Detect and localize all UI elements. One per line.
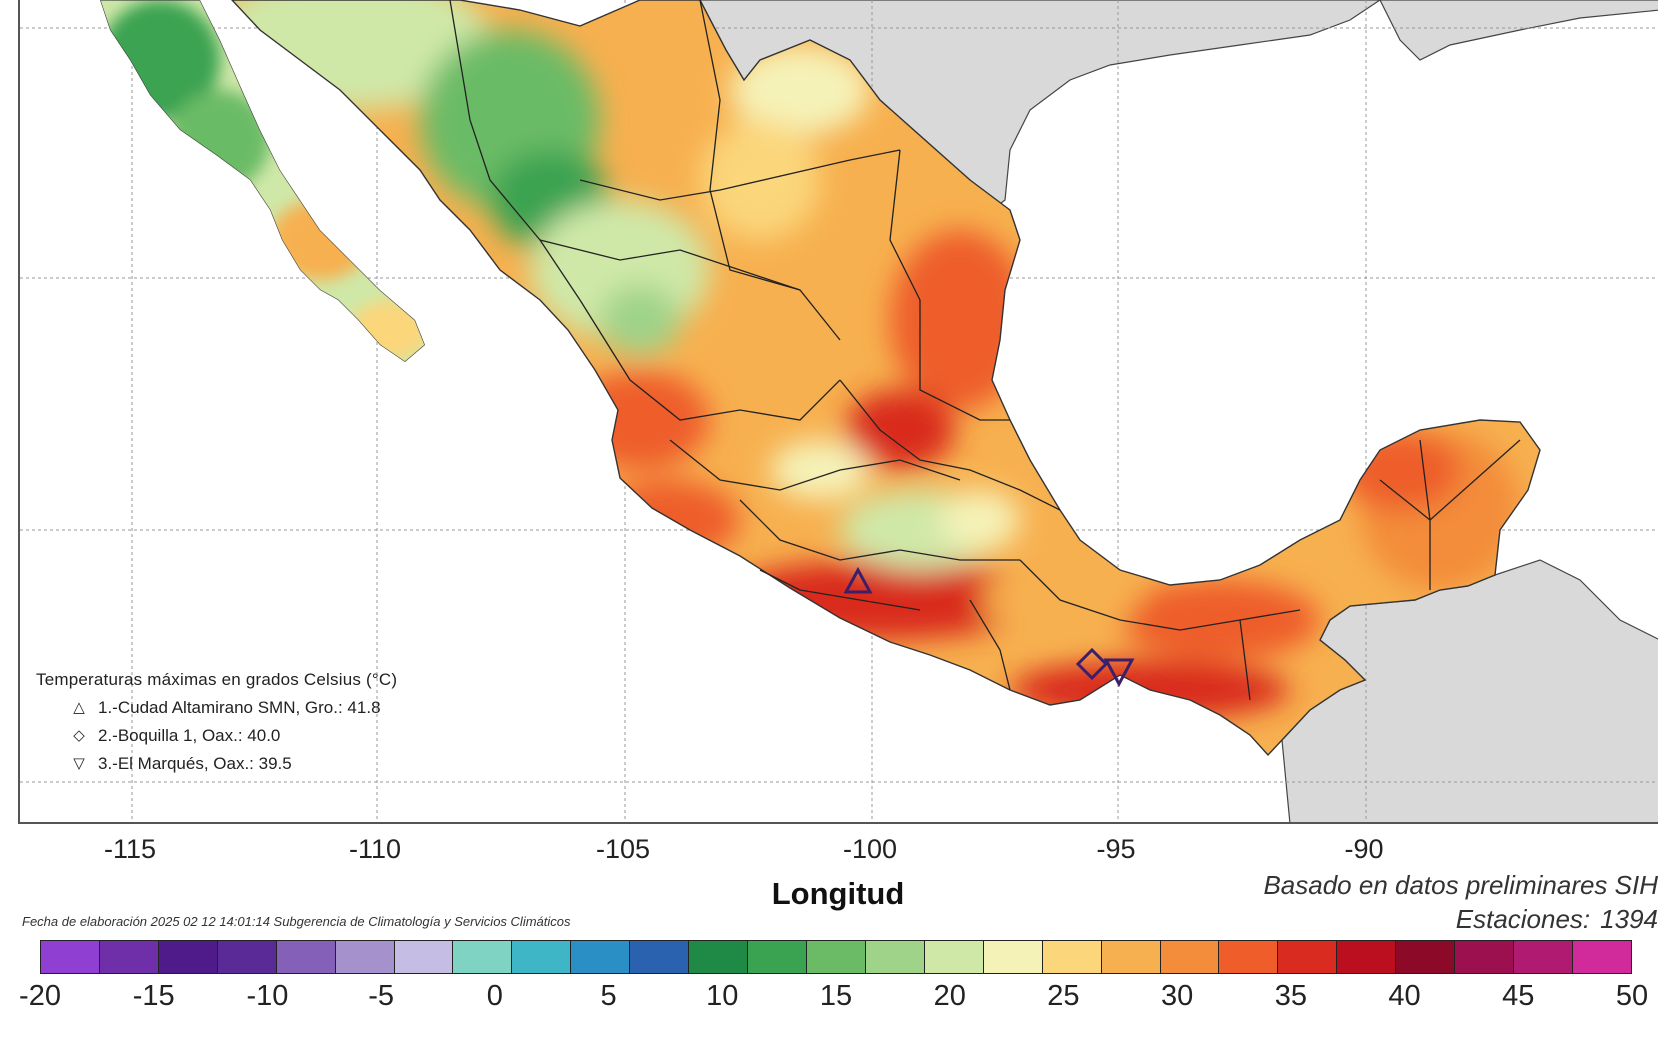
colorbar-tick-label: 15 (819, 980, 853, 1012)
x-axis-label: Longitud (771, 876, 905, 911)
xtick-label: -115 (103, 834, 157, 864)
colorbar (40, 940, 1632, 974)
colorbar-cell (1101, 941, 1161, 973)
colorbar-tick-label: 0 (486, 980, 503, 1012)
triangle-up-icon: △ (73, 699, 85, 716)
colorbar-tick-label: -20 (19, 980, 61, 1012)
colorbar-cell (689, 941, 749, 973)
colorbar-tick-label: 5 (600, 980, 617, 1012)
colorbar-cell (1337, 941, 1397, 973)
colorbar-cell (1160, 941, 1220, 973)
legend-title: Temperaturas máximas en grados Celsius (… (36, 670, 398, 689)
colorbar-cell (630, 941, 690, 973)
diamond-icon: ◇ (73, 727, 85, 744)
marker-triangle-down (1103, 658, 1135, 688)
colorbar-tick-label: 10 (706, 980, 739, 1012)
colorbar-cell (99, 941, 159, 973)
colorbar-cell (1219, 941, 1279, 973)
state-borders (449, 0, 1521, 701)
colorbar-cell (983, 941, 1043, 973)
map-svg (20, 0, 1658, 822)
marker-triangle-up (843, 566, 873, 594)
creation-date-footer: Fecha de elaboración 2025 02 12 14:01:14… (22, 914, 571, 929)
colorbar-cell (806, 941, 866, 973)
colorbar-tick-label: 50 (1615, 980, 1649, 1012)
map-legend: Temperaturas máximas en grados Celsius (… (36, 666, 397, 778)
xtick-label: -90 (1344, 834, 1384, 864)
colorbar-cell (217, 941, 277, 973)
colorbar-cell (335, 941, 395, 973)
legend-entry-2: ◇ 2.-Boquilla 1, Oax.: 40.0 (36, 722, 397, 750)
colorbar-cell (1514, 941, 1573, 973)
colorbar-cell (276, 941, 336, 973)
colorbar-cell (865, 941, 925, 973)
colorbar-tick-label: -10 (246, 980, 289, 1012)
colorbar-tick-label: -5 (368, 980, 395, 1012)
colorbar-cell (924, 941, 984, 973)
stations-value: 1394 (1600, 904, 1658, 934)
legend-entry-2-text: 2.-Boquilla 1, Oax.: 40.0 (98, 726, 281, 745)
colorbar-cell (1572, 941, 1631, 973)
graticule (20, 0, 1658, 822)
colorbar-cell (1396, 941, 1456, 973)
colorbar-cell (748, 941, 807, 973)
xtick-label: -100 (842, 834, 898, 864)
colorbar-cell (41, 941, 100, 973)
colorbar-tick-label: 40 (1388, 980, 1421, 1012)
data-basis-note: Basado en datos preliminares SIH (1263, 870, 1658, 900)
colorbar-cell (1455, 941, 1515, 973)
colorbar-tick-label: -15 (132, 980, 175, 1012)
colorbar-cell (158, 941, 218, 973)
map-panel (18, 0, 1658, 824)
colorbar-cell (1042, 941, 1102, 973)
colorbar-cell (453, 941, 513, 973)
colorbar-cell (512, 941, 572, 973)
colorbar-tick-label: 45 (1502, 980, 1535, 1012)
stations-label: Estaciones: (1455, 904, 1591, 934)
colorbar-tick-label: 20 (933, 980, 966, 1012)
colorbar-cell (394, 941, 454, 973)
colorbar-cell (1278, 941, 1338, 973)
marker-diamond (1075, 647, 1109, 681)
xtick-label: -105 (595, 834, 651, 864)
colorbar-tick-label: 35 (1274, 980, 1307, 1012)
colorbar-tick-label: 25 (1047, 980, 1080, 1012)
legend-entry-1: △ 1.-Cudad Altamirano SMN, Gro.: 41.8 (36, 694, 397, 722)
stations-count: Estaciones: 1394 (1456, 904, 1658, 935)
xtick-label: -110 (348, 834, 402, 864)
station-markers (843, 566, 1135, 688)
triangle-down-icon: ▽ (73, 755, 85, 772)
legend-entry-3-text: 3.-El Marqués, Oax.: 39.5 (98, 754, 292, 773)
legend-entry-1-text: 1.-Cudad Altamirano SMN, Gro.: 41.8 (98, 698, 381, 717)
legend-entry-3: ▽ 3.-El Marqués, Oax.: 39.5 (36, 750, 397, 778)
colorbar-tick-label: 30 (1161, 980, 1194, 1012)
colorbar-cell (571, 941, 631, 973)
xtick-label: -95 (1096, 834, 1136, 864)
